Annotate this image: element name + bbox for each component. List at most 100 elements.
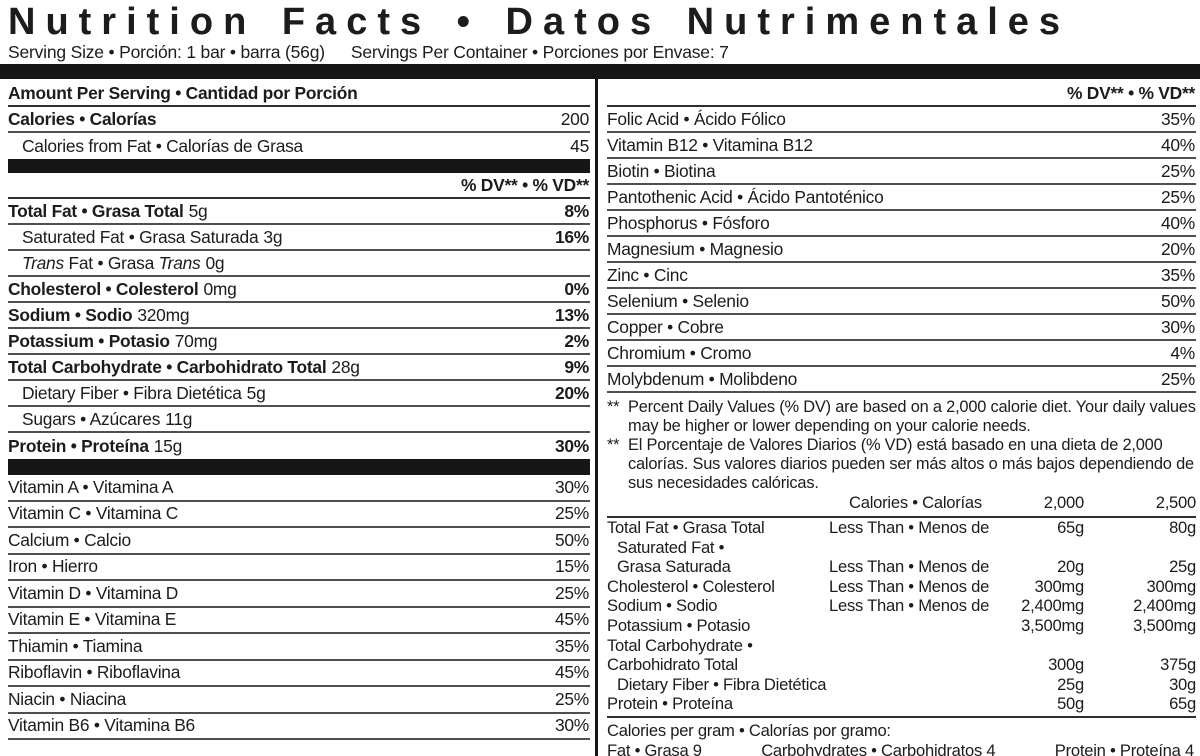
nutrient-label: Potassium • Potasio 70mg bbox=[8, 330, 218, 352]
footnote-marker: ** bbox=[607, 436, 620, 454]
right-column: % DV** • % VD** Folic Acid • Ácido Fólic… bbox=[598, 79, 1200, 756]
mineral-list: Folic Acid • Ácido Fólico 35% Vitamin B12 … bbox=[607, 107, 1196, 393]
nutrient-row: Chromium • Cromo 4% bbox=[607, 341, 1196, 367]
nutrient-row: Copper • Cobre 30% bbox=[607, 315, 1196, 341]
dv-table-row: Saturated Fat • bbox=[607, 538, 1196, 558]
nutrient-row: Thiamin • Tiamina 35% bbox=[8, 634, 590, 661]
nutrient-row: Zinc • Cinc 35% bbox=[607, 263, 1196, 289]
nutrient-row: Calcium • Calcio 50% bbox=[8, 528, 590, 555]
dv-row-value-2500: 30g bbox=[1169, 674, 1196, 694]
section-divider-bar bbox=[8, 459, 590, 475]
column-divider bbox=[595, 79, 598, 756]
nutrient-row: Total Fat • Grasa Total 5g 8% bbox=[8, 199, 590, 225]
nutrient-label: Trans Fat • Grasa Trans 0g bbox=[22, 252, 225, 274]
dv-value: 16% bbox=[554, 226, 589, 247]
amount: 0g bbox=[205, 252, 225, 273]
nutrient-row: Vitamin E • Vitamina E 45% bbox=[8, 608, 590, 634]
dv-row-value-2500 bbox=[1084, 636, 1196, 656]
dv-value: 25% bbox=[554, 503, 589, 524]
dv-row-name: Grasa Saturada bbox=[617, 557, 731, 577]
dv-table-calories-label: Calories • Calorías bbox=[849, 493, 982, 513]
dv-table-body: Total Fat • Grasa Total Less Than • Menos… bbox=[607, 518, 1196, 714]
calories-label: Calories • Calorías bbox=[8, 108, 157, 129]
dv-value: 30% bbox=[1160, 316, 1195, 337]
dv-value: 25% bbox=[1160, 368, 1195, 389]
amount: 5g bbox=[246, 382, 266, 403]
dv-table-col-2500: 2,500 bbox=[1155, 493, 1197, 513]
dv-value: 25% bbox=[1160, 160, 1195, 181]
dv-value: 8% bbox=[564, 200, 589, 221]
calories-from-fat-label: Calories from Fat • Calorías de Grasa bbox=[22, 135, 303, 156]
dv-value: 45% bbox=[554, 662, 589, 683]
nutrient-name: Copper • Cobre bbox=[607, 316, 724, 337]
macronutrient-list: Total Fat • Grasa Total 5g 8% Saturated Fat… bbox=[8, 199, 590, 459]
dv-value: 50% bbox=[1160, 290, 1195, 311]
amount: 5g bbox=[188, 200, 208, 221]
dv-value: 20% bbox=[554, 382, 589, 403]
dv-row-value-2500 bbox=[1084, 538, 1196, 558]
nutrient-row: Magnesium • Magnesio 20% bbox=[607, 237, 1196, 263]
calories-per-gram-item: Fat • Grasa 9 bbox=[607, 740, 702, 756]
nutrient-label: Total Fat • Grasa Total 5g bbox=[8, 200, 208, 222]
dv-row-value-2000: 20g bbox=[1057, 557, 1084, 577]
nutrient-row: Biotin • Biotina 25% bbox=[607, 159, 1196, 185]
dv-table-row: Grasa Saturada Less Than • Menos de 20g 25g bbox=[607, 557, 1196, 577]
dv-row-value-2000: 300mg bbox=[1034, 576, 1085, 596]
dv-row-value-2500: 80g bbox=[1169, 518, 1196, 537]
nutrient-name: Chromium • Cromo bbox=[607, 342, 752, 363]
amount: 70mg bbox=[174, 330, 218, 351]
footnote: ** Percent Daily Values (% DV) are based … bbox=[607, 398, 1196, 436]
amount: 320mg bbox=[137, 304, 190, 325]
dv-row-value-2500: 300mg bbox=[1146, 576, 1197, 596]
nutrient-label: Sodium • Sodio 320mg bbox=[8, 304, 190, 326]
calories-from-fat-value: 45 bbox=[570, 135, 589, 156]
dv-table-row: Carbohidrato Total 300g 375g bbox=[607, 655, 1196, 675]
nutrient-label: Total Carbohydrate • Carbohidrato Total 2… bbox=[8, 357, 360, 378]
dv-row-condition: Less Than • Menos de bbox=[829, 557, 990, 577]
nutrient-name: Magnesium • Magnesio bbox=[607, 238, 784, 259]
calories-per-gram-item: Protein • Proteína 4 bbox=[1054, 740, 1194, 756]
dv-row-name: Carbohidrato Total bbox=[607, 655, 738, 675]
dv-value: 50% bbox=[554, 529, 589, 550]
dv-row-value-2000: 50g bbox=[1057, 694, 1084, 714]
nutrient-row: Phosphorus • Fósforo 40% bbox=[607, 211, 1196, 237]
nutrient-name: Sugars • Azúcares bbox=[22, 408, 161, 429]
footnote-marker: ** bbox=[607, 398, 620, 416]
dv-value: 40% bbox=[1160, 212, 1195, 233]
nutrient-name: Protein • Proteína bbox=[8, 435, 149, 456]
italic-text: Trans bbox=[22, 252, 64, 273]
footnote-text: El Porcentaje de Valores Diarios (% VD) … bbox=[628, 436, 1194, 492]
dv-row-value-2000: 3,500mg bbox=[1021, 615, 1084, 635]
nutrient-row: Folic Acid • Ácido Fólico 35% bbox=[607, 107, 1196, 133]
calories-row: Calories • Calorías 200 bbox=[8, 107, 590, 133]
dv-value: 9% bbox=[564, 356, 589, 377]
amount-per-serving-header: Amount Per Serving • Cantidad por Porció… bbox=[8, 81, 590, 107]
dv-row-value-2500: 2,400mg bbox=[1133, 596, 1196, 616]
right-dv-header: % DV** • % VD** bbox=[607, 81, 1196, 107]
dv-row-name: Total Carbohydrate • bbox=[607, 635, 753, 655]
dv-row-condition bbox=[829, 538, 1007, 558]
nutrient-name: Vitamin B12 • Vitamina B12 bbox=[607, 134, 813, 155]
dv-row-condition bbox=[829, 694, 1007, 714]
dv-row-name: Cholesterol • Colesterol bbox=[607, 576, 775, 596]
dv-value: 13% bbox=[554, 304, 589, 325]
nutrient-name: Vitamin E • Vitamina E bbox=[8, 609, 177, 630]
nutrient-name: Thiamin • Tiamina bbox=[8, 635, 143, 656]
dv-table-row: Total Fat • Grasa Total Less Than • Menos… bbox=[607, 518, 1196, 538]
dv-table-header: Calories • Calorías 2,000 2,500 bbox=[607, 493, 1196, 518]
nutrient-name: Potassium • Potasio bbox=[8, 330, 170, 351]
calories-per-gram-item: Carbohydrates • Carbohidratos 4 bbox=[761, 740, 996, 756]
serving-info: Serving Size • Porción: 1 bar • barra (5… bbox=[0, 43, 1200, 64]
dv-value: 40% bbox=[1160, 134, 1195, 155]
nutrient-name: Vitamin C • Vitamina C bbox=[8, 503, 179, 524]
nutrient-row: Vitamin C • Vitamina C 25% bbox=[8, 502, 590, 528]
amount: 28g bbox=[331, 356, 360, 377]
dv-table-row: Cholesterol • Colesterol Less Than • Meno… bbox=[607, 577, 1196, 597]
dv-table-row: Sodium • Sodio Less Than • Menos de 2,400m… bbox=[607, 596, 1196, 616]
dv-row-value-2000: 300g bbox=[1048, 655, 1084, 675]
dv-row-value-2500: 3,500mg bbox=[1133, 615, 1196, 635]
nutrient-name: Cholesterol • Colesterol bbox=[8, 278, 199, 299]
dv-value: 30% bbox=[554, 435, 589, 456]
dv-row-condition: Less Than • Menos de bbox=[829, 576, 990, 596]
